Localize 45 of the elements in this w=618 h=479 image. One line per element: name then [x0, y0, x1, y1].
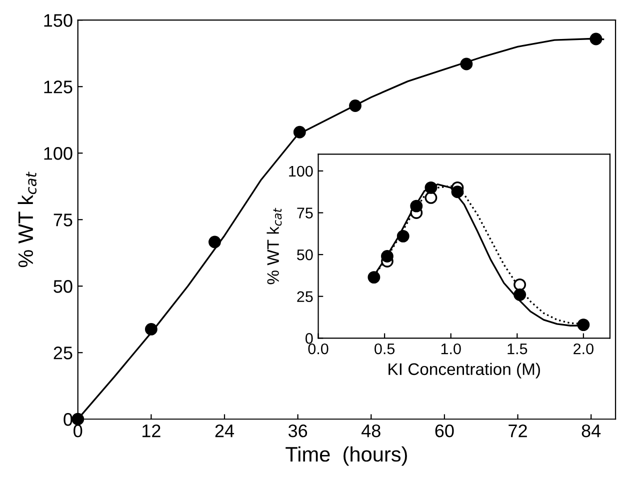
- point: [514, 288, 526, 301]
- point: [451, 186, 464, 198]
- point: [514, 278, 526, 291]
- y-tick-label: 50: [54, 280, 72, 293]
- y-tick-label: 25: [54, 346, 72, 360]
- point: [349, 100, 362, 112]
- point: [381, 250, 394, 262]
- y-tick-label: 75: [54, 214, 72, 226]
- y-tick-label: 50: [297, 249, 313, 260]
- point: [577, 318, 590, 332]
- y-tick-label: 25: [297, 291, 313, 302]
- point: [208, 236, 221, 248]
- point: [460, 58, 473, 70]
- x-tick-label: 2.0: [574, 343, 594, 354]
- y-axis-title: % WT k$_{cat}$: [18, 172, 37, 268]
- y-tick-label: 75: [297, 208, 313, 218]
- y-axis-title: % WT k$_{cat}$: [266, 208, 282, 284]
- x-tick-label: 0.0: [308, 343, 328, 354]
- point: [144, 323, 158, 336]
- x-tick-label: 60: [435, 424, 454, 438]
- point: [424, 181, 438, 194]
- x-tick-label: 36: [288, 424, 308, 438]
- y-tick-label: 0: [306, 333, 313, 344]
- x-tick-label: 84: [582, 424, 601, 438]
- y-tick-label: 100: [289, 166, 313, 177]
- x-tick-label: 1.0: [441, 343, 461, 354]
- point: [424, 192, 438, 204]
- x-tick-label: 0: [74, 424, 82, 438]
- y-tick-label: 150: [44, 14, 72, 27]
- x-tick-label: 12: [142, 424, 160, 438]
- x-tick-label: 72: [508, 424, 527, 438]
- x-tick-label: 24: [215, 424, 234, 438]
- point: [293, 126, 306, 138]
- point: [410, 200, 423, 212]
- point: [590, 32, 602, 46]
- x-axis-title: Time (hours): [286, 446, 407, 466]
- x-tick-label: 1.5: [508, 344, 528, 354]
- point: [368, 271, 380, 284]
- y-tick-label: 125: [44, 80, 72, 94]
- point: [396, 230, 410, 242]
- x-tick-label: 48: [362, 424, 380, 438]
- y-tick-label: 100: [44, 147, 72, 160]
- x-tick-label: 0.5: [374, 343, 395, 354]
- x-axis-title: KI Concentration (M): [388, 362, 540, 378]
- y-tick-label: 0: [64, 413, 72, 426]
